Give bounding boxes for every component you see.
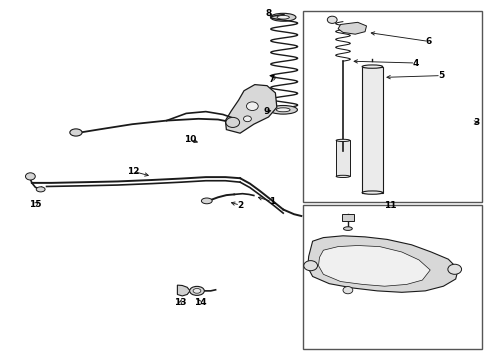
Circle shape <box>448 264 462 274</box>
Circle shape <box>226 117 240 127</box>
Circle shape <box>304 261 318 271</box>
Text: 2: 2 <box>237 201 243 210</box>
Ellipse shape <box>336 139 350 141</box>
Text: 8: 8 <box>266 9 271 18</box>
Circle shape <box>327 16 337 23</box>
Bar <box>362 67 383 193</box>
Ellipse shape <box>276 108 290 112</box>
Ellipse shape <box>277 15 289 19</box>
Ellipse shape <box>70 129 82 136</box>
Bar <box>342 214 354 221</box>
Text: 7: 7 <box>269 75 275 84</box>
Text: 5: 5 <box>438 71 444 80</box>
Bar <box>303 11 482 202</box>
Circle shape <box>25 173 35 180</box>
Polygon shape <box>177 285 190 296</box>
Text: 4: 4 <box>412 58 419 68</box>
Ellipse shape <box>270 13 296 21</box>
Ellipse shape <box>190 287 204 295</box>
Ellipse shape <box>193 289 201 293</box>
Ellipse shape <box>36 187 45 192</box>
Text: 6: 6 <box>426 37 432 46</box>
Circle shape <box>246 102 258 111</box>
Ellipse shape <box>336 175 350 177</box>
Bar <box>303 205 482 349</box>
Text: 11: 11 <box>384 201 396 210</box>
Polygon shape <box>338 22 367 34</box>
Circle shape <box>244 116 251 122</box>
Polygon shape <box>308 236 458 292</box>
Bar <box>336 140 350 176</box>
Text: 1: 1 <box>269 197 275 206</box>
Ellipse shape <box>362 65 383 68</box>
Text: 9: 9 <box>264 107 270 116</box>
Polygon shape <box>318 246 430 286</box>
Text: 15: 15 <box>29 200 42 209</box>
Ellipse shape <box>343 227 352 230</box>
Text: 13: 13 <box>174 298 187 307</box>
Ellipse shape <box>362 191 383 194</box>
Text: 3: 3 <box>473 118 479 127</box>
Polygon shape <box>225 85 277 133</box>
Ellipse shape <box>201 198 212 204</box>
Circle shape <box>343 287 353 294</box>
Ellipse shape <box>269 105 297 114</box>
Text: 10: 10 <box>184 135 196 144</box>
Text: 12: 12 <box>127 167 140 176</box>
Text: 14: 14 <box>194 298 206 307</box>
